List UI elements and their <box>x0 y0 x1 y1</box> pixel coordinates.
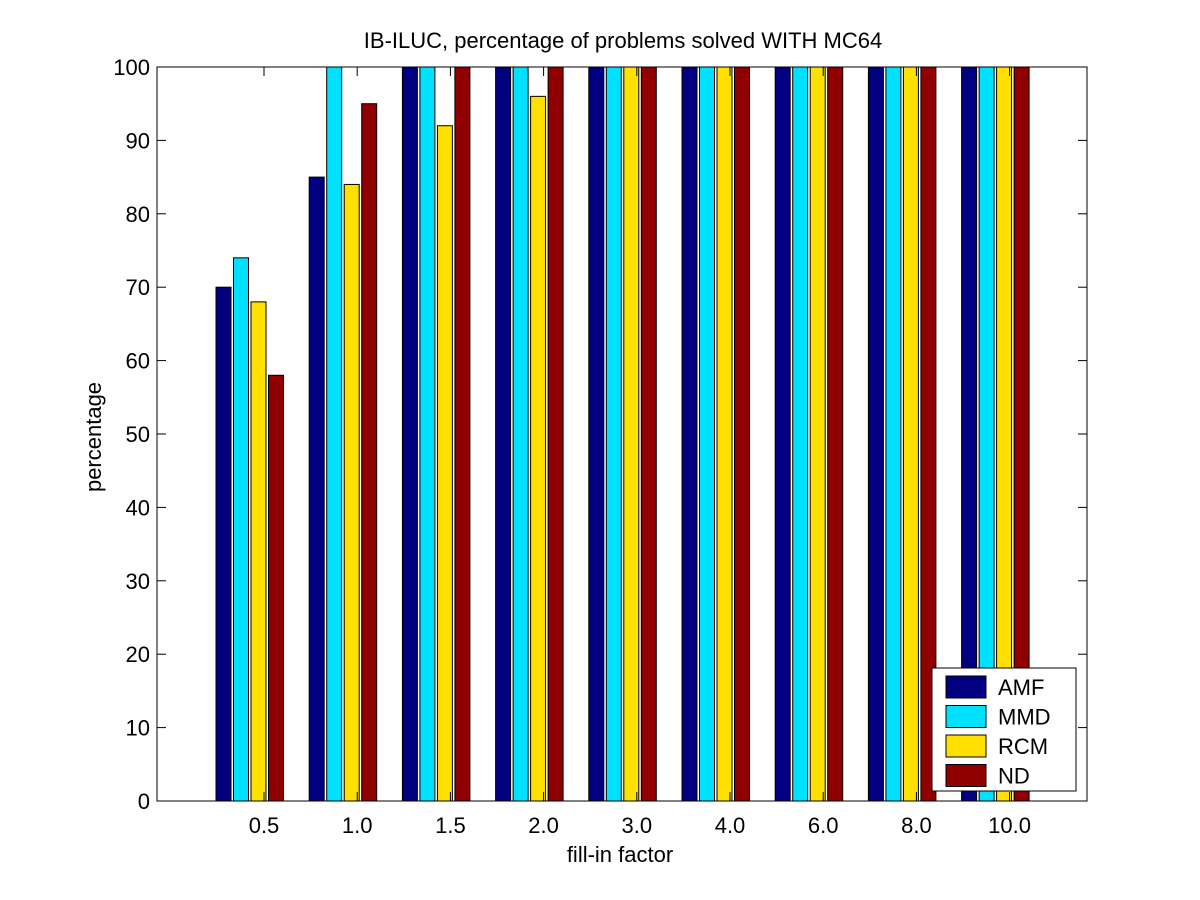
x-axis: 0.5 1.0 1.5 2.0 3.0 4.0 6.0 8.0 10.0 <box>249 67 1031 838</box>
x-tick-label: 1.5 <box>435 813 466 838</box>
y-tick-label: 30 <box>126 569 150 594</box>
y-tick-label: 0 <box>138 789 150 814</box>
bar-nd-3.0 <box>640 66 657 802</box>
y-tick-label: 20 <box>126 642 150 667</box>
x-tick-label: 10.0 <box>988 813 1031 838</box>
x-tick-label: 4.0 <box>715 813 746 838</box>
y-tick-label: 50 <box>126 422 150 447</box>
bar-amf-4.0 <box>681 66 698 802</box>
legend-label-mmd: MMD <box>998 705 1051 730</box>
x-tick-label: 3.0 <box>622 813 653 838</box>
bar-amf-1.5 <box>401 66 418 802</box>
bar-mmd-10.0 <box>978 66 995 802</box>
bar-rcm-2.0 <box>530 95 547 802</box>
bar-amf-2.0 <box>495 66 512 802</box>
x-tick-label: 0.5 <box>249 813 280 838</box>
legend-swatch-nd <box>945 764 987 787</box>
bar-amf-0.5 <box>215 286 232 802</box>
chart-title: IB-ILUC, percentage of problems solved W… <box>364 28 882 53</box>
bar-rcm-1.0 <box>343 183 360 802</box>
legend-swatch-amf <box>945 675 987 699</box>
bar-rcm-0.5 <box>250 301 267 802</box>
bar-amf-3.0 <box>588 66 605 802</box>
legend-swatch-rcm <box>945 734 987 758</box>
bar-mmd-3.0 <box>605 66 622 802</box>
legend-label-rcm: RCM <box>998 734 1048 759</box>
y-tick-label: 10 <box>126 716 150 741</box>
bar-rcm-6.0 <box>809 66 826 802</box>
bar-nd-8.0 <box>920 66 937 802</box>
bar-mmd-0.5 <box>233 257 249 802</box>
x-axis-label: fill-in factor <box>567 842 673 867</box>
bar-mmd-2.0 <box>512 66 529 802</box>
bar-nd-10.0 <box>1013 66 1030 802</box>
legend-label-amf: AMF <box>998 675 1044 700</box>
bar-amf-10.0 <box>961 66 978 802</box>
bar-nd-1.5 <box>454 66 471 802</box>
x-tick-label: 8.0 <box>901 813 932 838</box>
y-tick-label: 90 <box>126 128 150 153</box>
bar-mmd-6.0 <box>792 66 809 802</box>
bar-rcm-8.0 <box>902 66 919 802</box>
y-tick-label: 100 <box>113 55 150 80</box>
bar-nd-2.0 <box>547 66 564 802</box>
legend-swatch-mmd <box>945 705 987 728</box>
bar-mmd-1.0 <box>326 66 343 802</box>
bars <box>215 66 1030 802</box>
bar-nd-0.5 <box>268 374 284 802</box>
bar-amf-6.0 <box>774 66 791 802</box>
bar-amf-1.0 <box>308 176 325 802</box>
bar-nd-4.0 <box>734 66 750 802</box>
bar-rcm-4.0 <box>716 66 733 802</box>
bar-nd-1.0 <box>361 103 378 802</box>
y-tick-label: 70 <box>126 275 150 300</box>
legend: AMF MMD RCM ND <box>931 667 1077 792</box>
bar-mmd-1.5 <box>419 66 436 802</box>
x-tick-label: 6.0 <box>808 813 839 838</box>
bar-nd-6.0 <box>827 66 844 802</box>
x-tick-label: 1.0 <box>342 813 373 838</box>
bar-amf-8.0 <box>867 66 884 802</box>
x-tick-label: 2.0 <box>528 813 559 838</box>
y-axis: 0 10 20 30 40 50 60 70 80 90 100 <box>113 55 1087 814</box>
bar-mmd-4.0 <box>699 66 715 802</box>
bar-rcm-10.0 <box>996 66 1013 802</box>
y-tick-label: 80 <box>126 202 150 227</box>
y-axis-label: percentage <box>81 382 106 492</box>
bar-mmd-8.0 <box>885 66 902 802</box>
legend-label-nd: ND <box>998 764 1030 789</box>
y-tick-label: 40 <box>126 495 150 520</box>
bar-rcm-3.0 <box>623 66 640 802</box>
bar-rcm-1.5 <box>436 125 453 802</box>
y-tick-label: 60 <box>126 349 150 374</box>
